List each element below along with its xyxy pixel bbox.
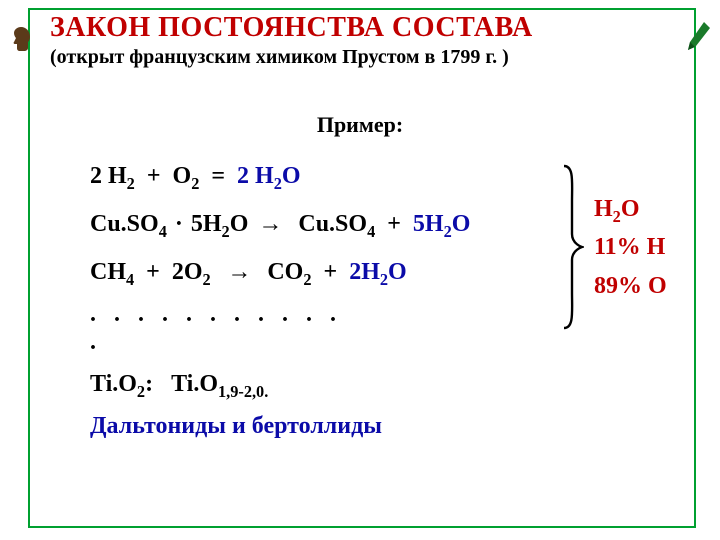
eq1-rhs-sub: 2: [274, 174, 282, 193]
equation-3: CH4 + 2O2 → CO2 + 2H2O: [90, 260, 470, 284]
ti-val: Ti.O: [171, 371, 218, 397]
eq2-b-sub: 2: [222, 222, 230, 241]
eq1-rhs-tail: O: [282, 163, 301, 189]
eq3-c: CO: [267, 259, 303, 285]
daltonides-line: Дальтониды и бертоллиды: [90, 414, 470, 438]
eq3-b: 2O: [172, 259, 203, 285]
ti-label: Ti.O: [90, 371, 137, 397]
equations-block: 2 H2 + O2 = 2 H2O Cu.SO4 · 5H2O → Cu.SO4…: [90, 164, 470, 438]
head-silhouette-icon: [6, 24, 36, 54]
eq1-equals: =: [211, 163, 225, 189]
eq1-lhs-b: O: [173, 163, 192, 189]
ti-val-sub: 1,9-2,0.: [218, 382, 268, 401]
eq3-d: 2H: [349, 259, 380, 285]
ellipsis-row-1: . . . . . . . . . . .: [90, 302, 470, 326]
eq3-a: CH: [90, 259, 126, 285]
eq3-a-sub: 4: [126, 270, 134, 289]
eq3-d-tail: O: [388, 259, 407, 285]
title-block: ЗАКОН ПОСТОЯНСТВА СОСТАВА (открыт францу…: [50, 12, 690, 69]
eq1-lhs-a: 2 H: [90, 163, 127, 189]
equation-1: 2 H2 + O2 = 2 H2O: [90, 164, 470, 188]
arrow-icon: →: [254, 210, 286, 237]
eq3-d-sub: 2: [380, 270, 388, 289]
ti-label-sub: 2: [137, 382, 145, 401]
eq3-b-sub: 2: [203, 270, 211, 289]
side-h2o-a: H: [594, 196, 613, 222]
eq2-c-sub: 4: [367, 222, 375, 241]
eq1-rhs: 2 H: [237, 163, 274, 189]
example-label: Пример:: [0, 112, 720, 138]
side-formula: H2O: [594, 190, 667, 228]
eq2-b-tail: O: [230, 211, 249, 237]
eq2-a: Cu.SO: [90, 211, 159, 237]
ti-colon: :: [145, 371, 153, 397]
curly-brace-icon: [558, 162, 584, 332]
side-h2o-sub: 2: [613, 207, 621, 226]
side-h2o-b: O: [621, 196, 640, 222]
side-pct-o: 89% О: [594, 267, 667, 305]
eq1-plus: +: [147, 163, 161, 189]
page-subtitle: (открыт французским химиком Прустом в 17…: [50, 46, 690, 69]
equation-2: Cu.SO4 · 5H2O → Cu.SO4 + 5H2O: [90, 212, 470, 236]
eq2-dot: ·: [173, 211, 185, 237]
eq1-lhs-b-sub: 2: [191, 174, 199, 193]
eq1-lhs-a-sub: 2: [127, 174, 135, 193]
eq2-a-sub: 4: [159, 222, 167, 241]
eq2-b: 5H: [191, 211, 222, 237]
arrow-icon: →: [217, 258, 256, 285]
page-title: ЗАКОН ПОСТОЯНСТВА СОСТАВА: [50, 12, 690, 44]
ellipsis-row-2: .: [90, 330, 470, 354]
eq2-d-tail: O: [452, 211, 471, 237]
eq2-d: 5H: [413, 211, 444, 237]
composition-side: H2O 11% Н 89% О: [594, 190, 667, 305]
eq2-c: Cu.SO: [298, 211, 367, 237]
titanium-oxide-line: Ti.O2: Ti.O1,9-2,0.: [90, 372, 470, 396]
eq2-d-sub: 2: [444, 222, 452, 241]
eq3-c-sub: 2: [303, 270, 311, 289]
side-pct-h: 11% Н: [594, 228, 667, 266]
